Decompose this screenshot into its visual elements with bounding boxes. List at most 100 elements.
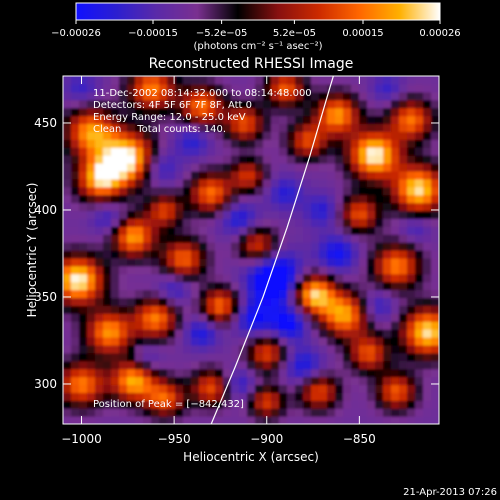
- heatmap-cell: [119, 194, 128, 204]
- heatmap-cell: [359, 392, 368, 401]
- heatmap-cell: [383, 131, 392, 140]
- heatmap-cell: [367, 99, 376, 109]
- heatmap-cell: [407, 123, 416, 132]
- heatmap-cell: [287, 281, 296, 291]
- heatmap-cell: [383, 344, 392, 354]
- heatmap-cell: [383, 289, 392, 299]
- heatmap-cell: [263, 91, 272, 101]
- heatmap-cell: [135, 257, 144, 267]
- heatmap-cell: [175, 384, 184, 393]
- heatmap-cell: [343, 155, 352, 164]
- heatmap-cell: [431, 265, 439, 275]
- heatmap-cell: [383, 337, 392, 346]
- heatmap-cell: [255, 368, 264, 378]
- heatmap-cell: [175, 163, 184, 172]
- heatmap-cell: [255, 202, 264, 212]
- heatmap-cell: [327, 329, 336, 338]
- heatmap-cell: [311, 210, 320, 219]
- heatmap: [63, 76, 439, 424]
- heatmap-cell: [303, 297, 312, 306]
- heatmap-cell: [167, 178, 176, 188]
- heatmap-cell: [415, 289, 424, 299]
- heatmap-cell: [127, 297, 136, 306]
- heatmap-cell: [359, 242, 368, 251]
- heatmap-cell: [391, 360, 400, 370]
- heatmap-cell: [175, 408, 184, 417]
- heatmap-cell: [343, 257, 352, 267]
- heatmap-cell: [63, 202, 72, 212]
- heatmap-cell: [103, 257, 112, 267]
- heatmap-cell: [279, 408, 288, 417]
- heatmap-cell: [95, 76, 104, 85]
- heatmap-cell: [303, 147, 312, 156]
- heatmap-cell: [343, 242, 352, 251]
- heatmap-cell: [431, 297, 439, 306]
- heatmap-cell: [375, 392, 384, 401]
- heatmap-cell: [359, 218, 368, 227]
- heatmap-cell: [407, 202, 416, 212]
- heatmap-cell: [383, 281, 392, 291]
- heatmap-cell: [415, 392, 424, 401]
- heatmap-cell: [87, 297, 96, 306]
- heatmap-cell: [287, 368, 296, 378]
- heatmap-cell: [287, 273, 296, 283]
- heatmap-cell: [327, 297, 336, 306]
- heatmap-cell: [239, 352, 248, 362]
- heatmap-cell: [383, 250, 392, 259]
- heatmap-cell: [79, 344, 88, 354]
- heatmap-cell: [423, 226, 432, 235]
- heatmap-cell: [263, 242, 272, 251]
- heatmap-cell: [407, 250, 416, 259]
- heatmap-cell: [71, 289, 80, 299]
- colorbar-unit-label: (photons cm⁻² s⁻¹ asec⁻²): [193, 41, 322, 52]
- heatmap-cell: [423, 305, 432, 314]
- heatmap-cell: [279, 273, 288, 283]
- heatmap-cell: [71, 139, 80, 148]
- heatmap-cell: [63, 344, 72, 354]
- heatmap-cell: [71, 155, 80, 164]
- heatmap-cell: [375, 400, 384, 409]
- heatmap-cell: [287, 91, 296, 101]
- heatmap-cell: [223, 337, 232, 346]
- heatmap-cell: [71, 376, 80, 386]
- heatmap-cell: [319, 163, 328, 172]
- heatmap-cell: [271, 107, 280, 117]
- heatmap-cell: [191, 400, 200, 409]
- heatmap-cell: [271, 83, 280, 93]
- heatmap-cell: [303, 155, 312, 164]
- heatmap-cell: [295, 131, 304, 140]
- heatmap-cell: [335, 99, 344, 109]
- heatmap-cell: [191, 329, 200, 338]
- heatmap-cell: [87, 257, 96, 267]
- heatmap-cell: [247, 234, 256, 243]
- heatmap-cell: [103, 384, 112, 393]
- heatmap-cell: [183, 83, 192, 93]
- heatmap-cell: [151, 186, 160, 196]
- heatmap-cell: [151, 337, 160, 346]
- heatmap-cell: [391, 337, 400, 346]
- heatmap-cell: [135, 155, 144, 164]
- heatmap-cell: [383, 265, 392, 275]
- heatmap-cell: [183, 107, 192, 117]
- heatmap-cell: [279, 329, 288, 338]
- heatmap-cell: [215, 257, 224, 267]
- heatmap-cell: [287, 163, 296, 172]
- heatmap-cell: [135, 242, 144, 251]
- heatmap-cell: [271, 400, 280, 409]
- heatmap-cell: [391, 250, 400, 259]
- heatmap-cell: [95, 376, 104, 386]
- heatmap-cell: [351, 400, 360, 409]
- heatmap-cell: [143, 163, 152, 172]
- heatmap-cell: [391, 163, 400, 172]
- heatmap-cell: [287, 297, 296, 306]
- heatmap-cell: [311, 376, 320, 386]
- heatmap-cell: [247, 384, 256, 393]
- heatmap-cell: [199, 76, 208, 85]
- heatmap-cell: [191, 384, 200, 393]
- heatmap-cell: [199, 242, 208, 251]
- heatmap-cell: [159, 329, 168, 338]
- heatmap-cell: [191, 265, 200, 275]
- heatmap-cell: [159, 392, 168, 401]
- heatmap-cell: [351, 139, 360, 148]
- heatmap-cell: [415, 281, 424, 291]
